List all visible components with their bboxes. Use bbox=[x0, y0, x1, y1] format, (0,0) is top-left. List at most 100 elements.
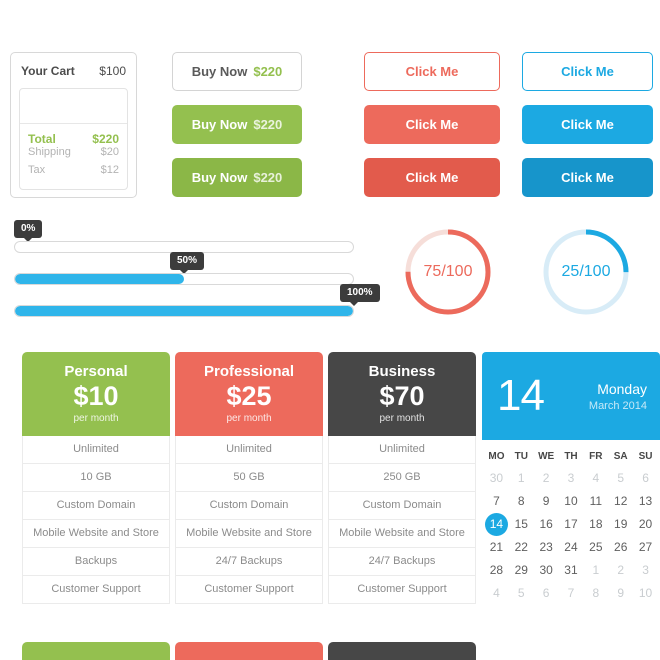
plan-feature: Customer Support bbox=[22, 576, 170, 604]
plan-period: per month bbox=[73, 412, 119, 424]
plan-cta-button[interactable] bbox=[328, 642, 476, 660]
progress-bars-group: 0% 50% 100% bbox=[14, 220, 380, 324]
calendar-day[interactable]: 6 bbox=[542, 586, 550, 600]
cart-title: Your Cart bbox=[21, 64, 75, 78]
calendar-day[interactable]: 6 bbox=[642, 471, 649, 485]
calendar-day[interactable]: 13 bbox=[638, 494, 653, 508]
calendar-day[interactable]: 20 bbox=[638, 517, 653, 531]
calendar-day[interactable]: 12 bbox=[614, 494, 628, 508]
click-me-button-red-solid[interactable]: Click Me bbox=[364, 105, 500, 144]
cart-line-label: Shipping bbox=[28, 146, 71, 158]
progress-bar-100 bbox=[14, 305, 354, 317]
plan-feature: 24/7 Backups bbox=[328, 548, 476, 576]
calendar-day[interactable]: 10 bbox=[638, 586, 653, 600]
calendar-day[interactable]: 18 bbox=[589, 517, 603, 531]
calendar-day[interactable]: 3 bbox=[642, 563, 649, 577]
dial-ring bbox=[405, 229, 491, 315]
progress-tooltip-0: 0% bbox=[14, 220, 43, 242]
plan-feature-list: Unlimited 250 GB Custom Domain Mobile Websi… bbox=[328, 436, 476, 604]
calendar-day[interactable]: 21 bbox=[489, 540, 504, 554]
calendar-day[interactable]: 19 bbox=[614, 517, 628, 531]
calendar-day[interactable]: 31 bbox=[564, 563, 578, 577]
calendar-day[interactable]: 4 bbox=[493, 586, 500, 600]
buy-now-label: Buy Now bbox=[191, 64, 248, 79]
buy-now-button-outline[interactable]: Buy Now $220 bbox=[172, 52, 302, 91]
plan-feature: Backups bbox=[22, 548, 170, 576]
progress-tooltip-100: 100% bbox=[340, 284, 380, 306]
plan-feature: Custom Domain bbox=[175, 492, 323, 520]
progress-bar-50 bbox=[14, 273, 354, 285]
calendar-day[interactable]: 9 bbox=[542, 494, 550, 508]
calendar-day[interactable]: 16 bbox=[539, 517, 553, 531]
buy-now-button-solid[interactable]: Buy Now $220 bbox=[172, 105, 302, 144]
calendar-day[interactable]: 3 bbox=[567, 471, 575, 485]
calendar-dayname: FR bbox=[589, 451, 603, 462]
click-me-button-blue-solid[interactable]: Click Me bbox=[522, 105, 653, 144]
calendar-day[interactable]: 8 bbox=[517, 494, 525, 508]
divider bbox=[20, 123, 127, 124]
calendar-day[interactable]: 5 bbox=[517, 586, 525, 600]
calendar-day[interactable]: 25 bbox=[589, 540, 603, 554]
calendar-day-names: MO TU WE TH FR SA SU bbox=[482, 440, 660, 465]
dial-label: 25/100 bbox=[561, 263, 611, 280]
cart-widget: Your Cart $100 Total $220 Shipping $20 T… bbox=[10, 52, 137, 198]
calendar-day[interactable]: 7 bbox=[567, 586, 575, 600]
calendar-day[interactable]: 8 bbox=[592, 586, 600, 600]
calendar-dayname: TU bbox=[514, 451, 528, 462]
plan-price: $70 bbox=[379, 381, 425, 411]
click-me-button-red-pressed[interactable]: Click Me bbox=[364, 158, 500, 197]
calendar-day[interactable]: 1 bbox=[592, 563, 600, 577]
calendar-day[interactable]: 26 bbox=[614, 540, 628, 554]
buy-now-button-solid-pressed[interactable]: Buy Now $220 bbox=[172, 158, 302, 197]
plan-feature: Mobile Website and Store bbox=[328, 520, 476, 548]
cart-total-row: Total $220 bbox=[28, 132, 119, 146]
progress-fill bbox=[15, 306, 353, 316]
cart-line-label: Tax bbox=[28, 164, 46, 176]
calendar-day[interactable]: 10 bbox=[564, 494, 578, 508]
calendar-day[interactable]: 11 bbox=[589, 494, 603, 508]
click-me-button-blue-pressed[interactable]: Click Me bbox=[522, 158, 653, 197]
cart-line: Tax $12 bbox=[28, 164, 119, 176]
cart-total-value: $220 bbox=[92, 132, 119, 146]
calendar-day[interactable]: 27 bbox=[638, 540, 653, 554]
click-me-button-red-outline[interactable]: Click Me bbox=[364, 52, 500, 91]
calendar-weekday: Monday bbox=[597, 380, 647, 397]
plan-header: Personal $10 per month bbox=[22, 352, 170, 436]
plan-feature: Customer Support bbox=[328, 576, 476, 604]
calendar-day[interactable]: 1 bbox=[517, 471, 525, 485]
pricing-plan-business: Business $70 per month Unlimited 250 GB Cu… bbox=[328, 352, 476, 660]
calendar-day[interactable]: 9 bbox=[617, 586, 625, 600]
plan-feature-list: Unlimited 10 GB Custom Domain Mobile Websit… bbox=[22, 436, 170, 604]
calendar-day[interactable]: 22 bbox=[514, 540, 528, 554]
cart-line-value: $12 bbox=[100, 164, 119, 176]
cart-line: Shipping $20 bbox=[28, 146, 119, 158]
calendar-day[interactable]: 28 bbox=[489, 563, 504, 577]
calendar-dayname: WE bbox=[538, 451, 555, 462]
calendar-day[interactable]: 24 bbox=[564, 540, 578, 554]
calendar-day[interactable]: 2 bbox=[617, 563, 625, 577]
calendar-day[interactable]: 14 bbox=[484, 513, 508, 536]
calendar-day[interactable]: 30 bbox=[489, 471, 504, 485]
calendar-day[interactable]: 15 bbox=[514, 517, 528, 531]
plan-feature: Custom Domain bbox=[328, 492, 476, 520]
calendar-day[interactable]: 17 bbox=[564, 517, 578, 531]
click-me-button-blue-outline[interactable]: Click Me bbox=[522, 52, 653, 91]
plan-period: per month bbox=[379, 412, 425, 424]
plan-cta-button[interactable] bbox=[175, 642, 323, 660]
plan-feature: Custom Domain bbox=[22, 492, 170, 520]
calendar-day[interactable]: 23 bbox=[539, 540, 553, 554]
calendar-day[interactable]: 29 bbox=[514, 563, 528, 577]
calendar-day[interactable]: 5 bbox=[617, 471, 625, 485]
plan-period: per month bbox=[226, 412, 272, 424]
calendar-day[interactable]: 30 bbox=[539, 563, 553, 577]
calendar-dayname: MO bbox=[488, 451, 505, 462]
calendar-day[interactable]: 7 bbox=[493, 494, 500, 508]
circular-progress-25: 25/100 bbox=[540, 226, 632, 318]
calendar-day[interactable]: 4 bbox=[592, 471, 600, 485]
cart-header: Your Cart $100 bbox=[19, 62, 128, 88]
calendar-dayname: TH bbox=[564, 451, 578, 462]
plan-cta-button[interactable] bbox=[22, 642, 170, 660]
plan-feature: Mobile Website and Store bbox=[22, 520, 170, 548]
calendar-day[interactable]: 2 bbox=[542, 471, 550, 485]
